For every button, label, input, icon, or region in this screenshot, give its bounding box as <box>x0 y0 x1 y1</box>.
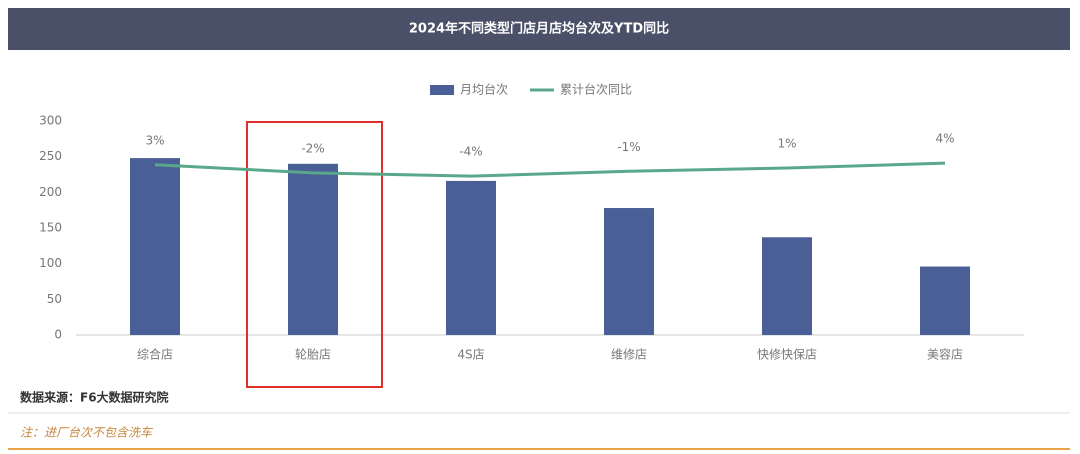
title-bar <box>8 8 1070 50</box>
data-label: -2% <box>301 141 324 155</box>
bar <box>130 158 180 335</box>
note: 注：进厂台次不包含洗车 <box>20 426 154 440</box>
bar <box>446 180 496 335</box>
legend-label: 月均台次 <box>460 82 508 97</box>
x-tick-label: 4S店 <box>457 348 484 362</box>
x-tick-label: 轮胎店 <box>295 348 331 362</box>
y-tick-label: 50 <box>47 292 62 306</box>
x-tick-label: 快修快保店 <box>757 347 817 362</box>
data-label: -4% <box>459 145 482 159</box>
y-tick-label: 250 <box>39 149 62 163</box>
y-tick-label: 300 <box>39 114 62 128</box>
data-label: 3% <box>145 133 164 147</box>
y-tick-label: 100 <box>39 256 62 270</box>
data-label: -1% <box>617 140 640 154</box>
bar <box>920 266 970 335</box>
y-tick-label: 150 <box>39 221 62 235</box>
legend-swatch <box>430 85 454 95</box>
x-tick-label: 美容店 <box>927 347 963 362</box>
highlight-box <box>246 121 383 388</box>
x-tick-label: 综合店 <box>137 347 173 362</box>
source: 数据来源：F6大数据研究院 <box>20 390 169 405</box>
y-tick-label: 200 <box>39 185 62 199</box>
line <box>154 161 946 178</box>
data-label: 4% <box>935 132 954 146</box>
legend-label: 累计台次同比 <box>560 82 632 97</box>
data-label: 1% <box>777 137 796 151</box>
chart-title: 2024年不同类型门店月店均台次及YTD同比 <box>409 21 669 37</box>
bar <box>288 163 338 335</box>
bar <box>604 208 654 335</box>
x-tick-label: 维修店 <box>611 347 647 362</box>
bar <box>762 237 812 335</box>
y-tick-label: 0 <box>54 328 62 342</box>
